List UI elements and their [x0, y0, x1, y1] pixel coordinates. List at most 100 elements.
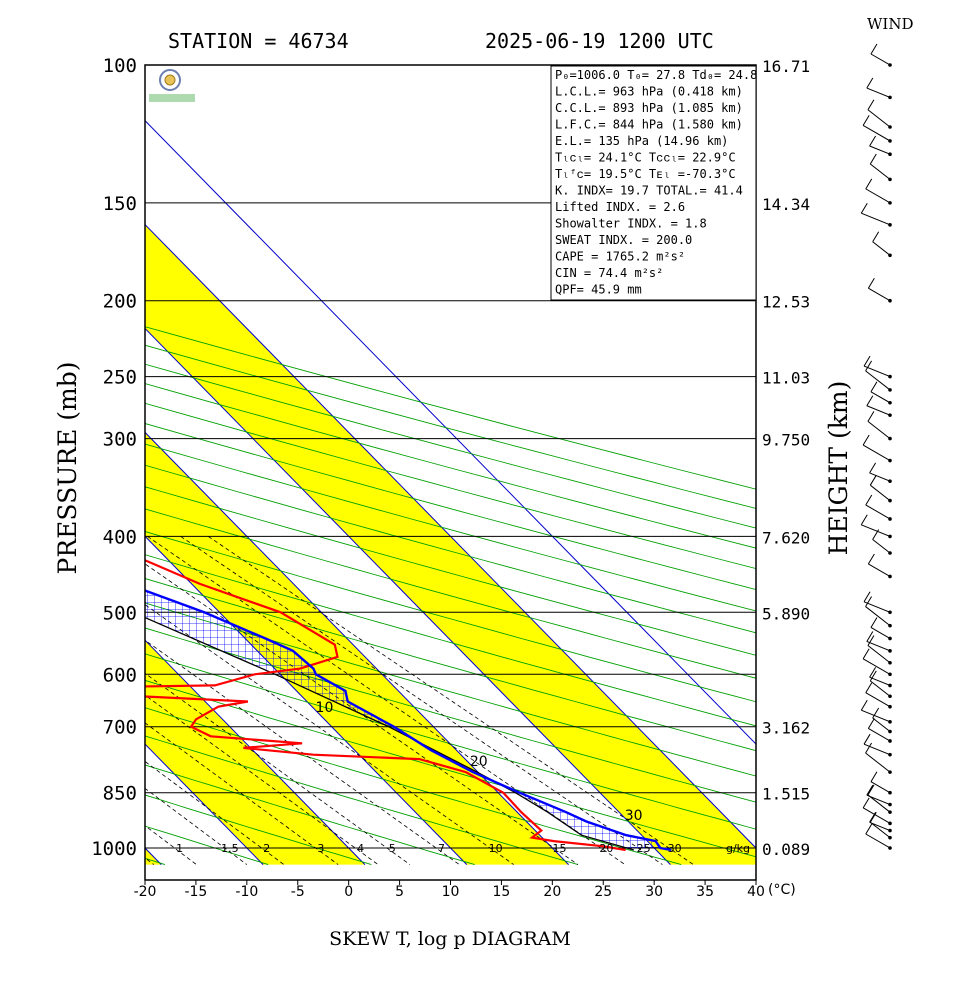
height-tick-label: 9.750: [762, 431, 810, 450]
x-tick-label: 0: [344, 884, 353, 900]
mixing-ratio-label: 5: [389, 842, 396, 855]
height-tick-label: 12.53: [762, 293, 810, 312]
wind-barb-shaft: [869, 472, 891, 482]
wind-barb-shaft: [865, 692, 891, 708]
wind-barb-flag: [863, 733, 871, 745]
wind-barb-shaft: [862, 807, 891, 824]
wind-barb-shaft: [869, 821, 891, 832]
wind-barb-shaft: [870, 781, 891, 794]
mixing-ratio-line: [145, 694, 379, 865]
mixing-ratio-label: 2: [263, 842, 270, 855]
mixing-ratio-line: [145, 857, 155, 865]
mixing-ratio-line: [180, 536, 663, 865]
wind-barb-shaft: [869, 676, 891, 686]
height-tick-label: 1.515: [762, 785, 810, 804]
mixing-ratio-label: 25: [637, 842, 651, 855]
x-tick-label: -10: [235, 884, 258, 900]
isotherm-label: 10: [316, 700, 334, 716]
dry-adiabat-line: [145, 554, 756, 727]
mixing-ratio-label: 7: [438, 842, 445, 855]
height-tick-label: 14.34: [762, 195, 810, 214]
wind-barb-shaft: [866, 641, 891, 652]
dry-adiabat-line: [145, 794, 372, 866]
info-line: E.L.= 135 hPa (14.96 km): [555, 134, 728, 148]
pressure-tick-label: 600: [103, 664, 137, 686]
wind-barb-shaft: [872, 539, 891, 554]
sounding-curves: [145, 559, 672, 852]
wind-barb-shaft: [862, 658, 891, 675]
mixing-ratio-label: 4: [357, 842, 364, 855]
dry-adiabat-line: [145, 653, 756, 830]
dry-adiabat-line: [145, 363, 756, 529]
mixing-ratio-label: 10: [489, 842, 503, 855]
info-line: CAPE = 1765.2 m²s²: [555, 250, 685, 264]
isotherm-line: [145, 535, 468, 865]
wind-barb-flag: [870, 771, 878, 782]
dry-adiabat-line: [145, 531, 756, 703]
height-tick-label: 11.03: [762, 369, 810, 388]
wind-barb-shaft: [865, 370, 891, 391]
dry-adiabat-line: [145, 344, 756, 509]
wind-barb-flag: [865, 494, 873, 506]
wind-barb-flag: [863, 355, 871, 367]
wind-barb-flag: [865, 360, 873, 372]
isotherm-label: 30: [625, 808, 643, 824]
wind-barb-shaft: [868, 563, 891, 577]
dry-adiabat-line: [145, 383, 756, 549]
isotherm-line: [145, 431, 569, 865]
temp-band: [145, 224, 756, 865]
wind-label: WIND: [867, 15, 914, 33]
dry-adiabat-line: [145, 764, 475, 866]
mixing-ratio-unit: g/kg: [726, 842, 750, 855]
wind-barb-flag: [870, 617, 878, 628]
dry-adiabat-line: [145, 578, 756, 752]
dry-adiabat-line: [145, 627, 756, 803]
logo: [147, 67, 197, 107]
x-tick-label: 5: [395, 884, 404, 900]
wind-barb-flag: [866, 784, 874, 796]
wind-barb-shaft: [863, 365, 891, 378]
height-tick-label: 7.620: [762, 528, 810, 547]
wind-barb-shaft: [867, 794, 891, 813]
wind-profile: [860, 43, 892, 850]
pressure-tick-label: 300: [103, 429, 137, 451]
isotherm-label: 20: [470, 754, 488, 770]
dry-adiabat-line: [145, 602, 756, 777]
temperature-axis: -20 -15 -10 -5 0 5 10 15 20 25 30 35 40: [134, 880, 765, 900]
dry-adiabat-line: [145, 423, 756, 591]
wind-barb-flag: [869, 811, 877, 823]
wind-barb-flag: [869, 670, 877, 682]
mixing-ratio-label: 30: [668, 842, 682, 855]
dewpoint-curve: [145, 559, 626, 852]
wind-barb-shaft: [866, 87, 891, 98]
x-tick-label: 30: [645, 884, 663, 900]
wind-barb-shaft: [870, 391, 891, 404]
x-tick-label: 10: [442, 884, 460, 900]
wind-barb-flag: [869, 153, 877, 165]
wind-barb-flag: [865, 596, 873, 607]
info-line: Tₗᴄₗ= 24.1°C Tᴄᴄₗ= 22.9°C: [555, 151, 736, 165]
pressure-tick-label: 700: [103, 717, 137, 739]
wind-barb-shaft: [868, 728, 891, 742]
wind-barb-shaft: [868, 287, 891, 302]
info-line: P₀=1006.0 T₀= 27.8 Td₀= 24.8: [555, 68, 757, 82]
pressure-tick-label: 1000: [91, 838, 137, 860]
pressure-tick-label: 100: [103, 55, 137, 77]
height-tick-label: 5.890: [762, 604, 810, 623]
x-tick-label: -20: [134, 884, 157, 900]
mixing-ratio-line: [145, 722, 339, 865]
isotherm-line: [145, 119, 756, 745]
x-axis-label: SKEW T, log p DIAGRAM: [329, 928, 571, 950]
info-line: Showalter INDX. = 1.8: [555, 217, 707, 231]
wind-barb-flag: [866, 395, 874, 407]
wind-barb-flag: [869, 812, 877, 823]
wind-barb-shaft: [872, 717, 891, 732]
wind-barb-shaft: [869, 163, 891, 180]
wind-barb-flag: [870, 381, 878, 393]
info-line: CIN = 74.4 m²s²: [555, 266, 663, 280]
wind-barb-shaft: [865, 504, 891, 520]
wind-barb-flag: [860, 699, 868, 711]
pressure-tick-label: 250: [103, 367, 137, 389]
wind-barb-shaft: [861, 524, 891, 537]
